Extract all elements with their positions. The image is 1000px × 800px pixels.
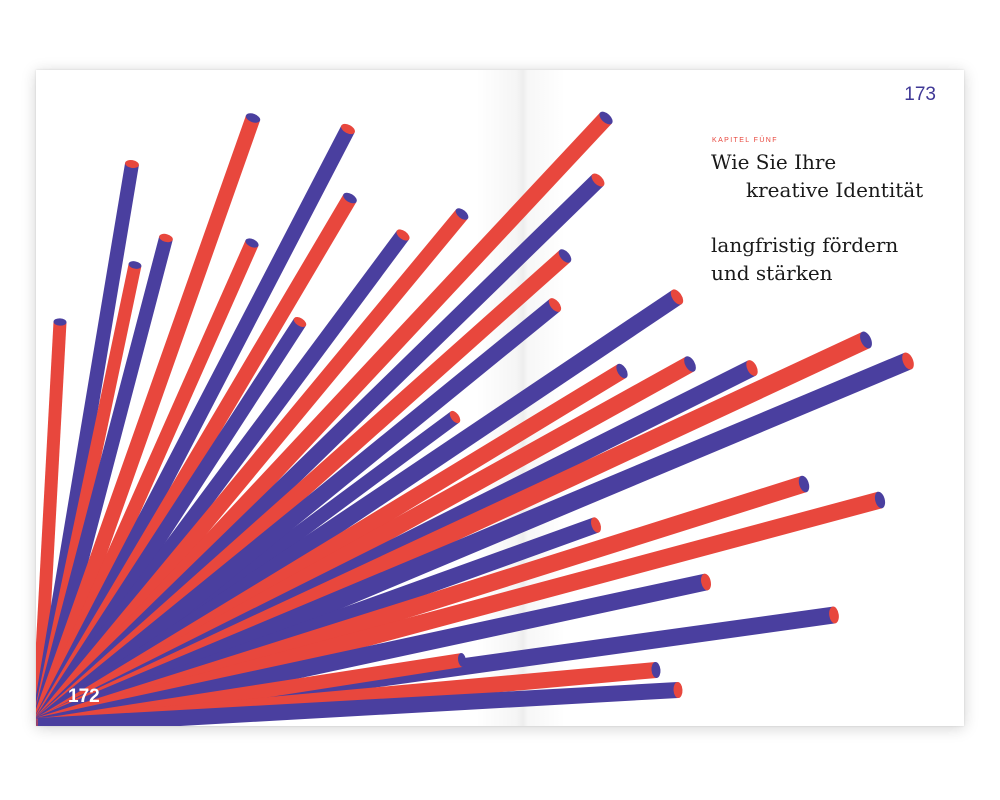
cylinder-cap-23	[590, 517, 602, 533]
chapter-label: KAPITEL FÜNF	[712, 137, 778, 144]
cylinder-cap-25	[874, 491, 886, 509]
page-number-right: 173	[904, 84, 936, 105]
cylinder-cap-10	[396, 229, 410, 241]
headline-line-2: kreative Identität	[746, 178, 924, 202]
cylinder-cap-17	[670, 289, 684, 305]
headline-line-3: langfristig fördern	[711, 233, 899, 257]
cylinder-ray-30	[37, 682, 679, 726]
cylinder-cap-5	[245, 113, 261, 123]
cylinder-cap-3	[128, 261, 142, 269]
cylinder-cap-14	[591, 173, 605, 187]
cylinder-cap-2	[125, 159, 139, 169]
cylinder-cap-24	[798, 475, 810, 493]
cylinder-cap-12	[449, 410, 461, 424]
cylinder-ray-22	[36, 352, 912, 726]
headline-line-4: und stärken	[711, 261, 833, 285]
cylinder-cap-4	[159, 233, 173, 243]
cylinder-cap-20	[746, 360, 758, 376]
cylinder-cap-1	[53, 318, 67, 326]
cylinder-cap-30	[673, 682, 683, 698]
cylinder-cap-6	[245, 238, 259, 248]
cylinder-cap-11	[455, 208, 469, 220]
cylinder-cap-28	[457, 653, 467, 667]
cylinder-cap-18	[616, 363, 628, 379]
headline-line-1: Wie Sie Ihre	[711, 150, 837, 174]
cylinder-cap-16	[548, 298, 562, 312]
cylinder-cap-27	[829, 606, 839, 624]
cylinder-cap-19	[684, 356, 696, 372]
cylinder-cap-8	[343, 192, 357, 204]
cylinder-ray-1	[36, 321, 67, 726]
cylinder-cap-7	[341, 123, 355, 135]
cylinder-cap-9	[293, 316, 307, 328]
page-number-left: 172	[68, 686, 100, 707]
cylinder-ray-16	[36, 298, 561, 726]
cylinder-cap-21	[860, 331, 872, 349]
cylinder-cap-26	[701, 573, 711, 591]
cylinder-cap-13	[599, 111, 613, 125]
cylinder-cap-22	[902, 352, 914, 370]
cylinder-ray-5	[36, 115, 261, 726]
cylinder-cap-15	[558, 249, 572, 263]
cylinder-cap-29	[651, 662, 661, 678]
